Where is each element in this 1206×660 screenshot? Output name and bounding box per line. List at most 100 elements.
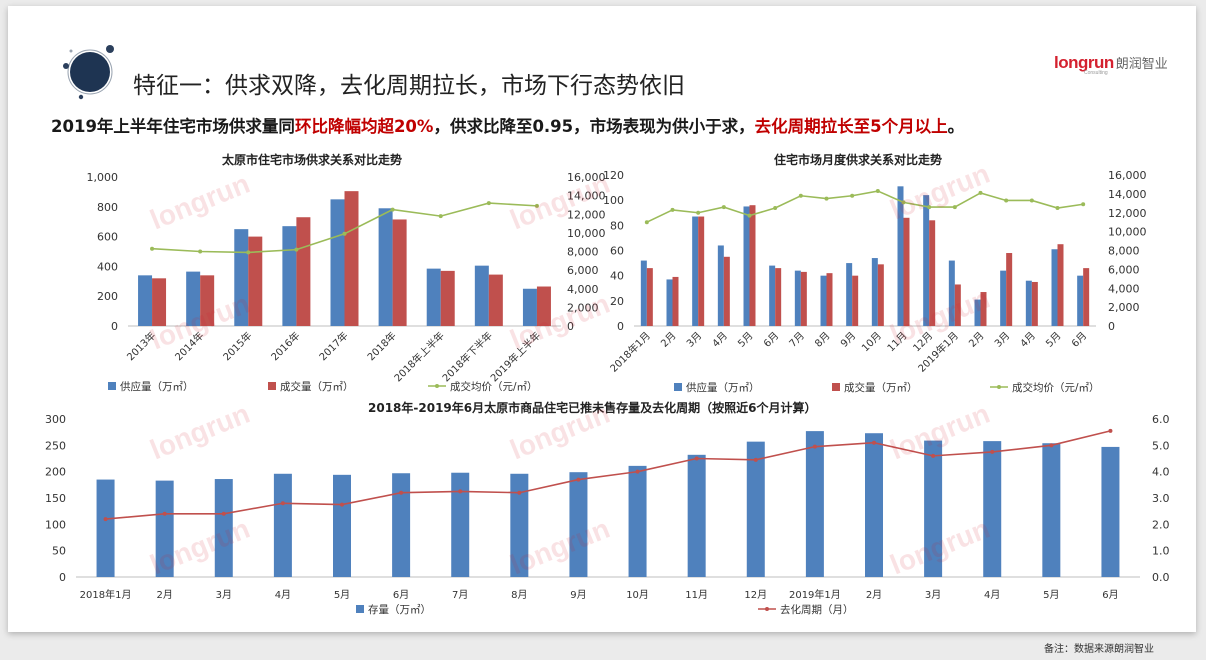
- chart2-bar-b: [1057, 244, 1064, 326]
- chart3-line-point: [517, 490, 522, 495]
- chart2-y-right-tick: 4,000: [1108, 282, 1140, 295]
- chart3-bar-a: [687, 454, 706, 577]
- chart3-bar-a: [805, 431, 824, 577]
- chart2-line-point: [696, 210, 701, 215]
- chart2-y-right-tick: 14,000: [1108, 188, 1147, 201]
- chart1-legend-line-marker: [435, 384, 439, 388]
- chart1-y-left-tick: 0: [111, 320, 118, 333]
- summary-highlight-2: 去化周期拉长至5个月以上: [754, 117, 948, 136]
- chart2-x-tick: 6月: [1069, 330, 1089, 350]
- chart3-bar-a: [214, 479, 233, 577]
- summary-part-1: 2019年上半年住宅市场供求量同: [51, 117, 295, 136]
- chart3-y-left-tick: 0: [59, 571, 66, 584]
- chart2-x-tick: 3月: [684, 330, 704, 350]
- chart2-bar-b: [775, 268, 782, 326]
- chart2-bar-b: [903, 217, 910, 326]
- chart3-x-tick: 2月: [156, 589, 172, 601]
- chart1-x-tick: 2018年下半年: [439, 329, 494, 384]
- chart2-line-point: [927, 205, 932, 210]
- chart2-bar-b: [646, 268, 653, 326]
- chart2-y-left-tick: 20: [610, 295, 624, 308]
- chart3-bar-a: [273, 473, 292, 577]
- chart1-line-point: [342, 231, 347, 236]
- chart1-x-tick: 2018年: [364, 329, 398, 363]
- chart2-y-left-tick: 60: [610, 245, 624, 258]
- chart2-x-tick: 2月: [967, 330, 987, 350]
- chart3-line-point: [162, 511, 167, 516]
- chart1-title: 太原市住宅市场供求关系对比走势: [222, 153, 403, 167]
- chart2-bar-a: [794, 270, 801, 326]
- chart1-bar-b: [248, 236, 263, 326]
- chart2-x-tick: 2018年1月: [607, 329, 653, 375]
- chart1-line-point: [150, 246, 155, 251]
- chart2-x-tick: 2月: [659, 330, 679, 350]
- chart3-bar-a: [1042, 443, 1061, 577]
- chart1-y-left-tick: 400: [97, 260, 118, 273]
- chart2-y-right-tick: 10,000: [1108, 226, 1147, 239]
- chart1-bar-a: [186, 271, 201, 326]
- chart2-y-right-tick: 12,000: [1108, 207, 1147, 220]
- chart1-legend-swatch: [268, 382, 276, 390]
- page-title: 特征一：供求双降，去化周期拉长，市场下行态势依旧: [133, 73, 685, 99]
- chart3-y-right-tick: 0.0: [1152, 571, 1170, 584]
- title-bubbles-icon: [63, 45, 114, 100]
- chart3-x-tick: 6月: [1102, 589, 1118, 601]
- chart2-x-tick: 12月: [911, 330, 936, 355]
- chart3-x-tick: 2019年1月: [789, 588, 841, 601]
- chart2-bar-a: [820, 275, 827, 326]
- chart2-line-point: [875, 189, 880, 194]
- chart1-y-left-tick: 200: [97, 290, 118, 303]
- chart3-y-right-tick: 6.0: [1152, 413, 1170, 426]
- chart1-line-point: [486, 201, 491, 206]
- chart3-x-tick: 4月: [275, 589, 291, 601]
- chart1-x-tick: 2019年上半年: [488, 329, 543, 384]
- chart2-bar-b: [1031, 281, 1038, 326]
- chart2-line-point: [1055, 206, 1060, 211]
- chart3-line-point: [872, 440, 876, 445]
- chart3-x-tick: 3月: [925, 589, 941, 601]
- chart1-line-point: [246, 250, 251, 255]
- chart1-line-point: [294, 247, 299, 252]
- chart1-y-right-tick: 4,000: [567, 283, 599, 296]
- chart1-line-point: [534, 203, 539, 208]
- logo-subtext: Consulting: [1084, 70, 1108, 76]
- chart2-bar-b: [826, 273, 833, 326]
- chart1-line-point: [390, 207, 395, 212]
- chart3-line-point: [280, 501, 285, 506]
- chart1-bar-a: [378, 208, 393, 326]
- chart2-title: 住宅市场月度供求关系对比走势: [774, 153, 943, 167]
- chart3-line-point: [635, 469, 640, 474]
- chart2-y-left-tick: 40: [610, 270, 624, 283]
- chart3-y-left-tick: 200: [45, 466, 66, 479]
- chart2-line-point: [773, 206, 778, 211]
- chart1-x-tick: 2017年: [316, 329, 350, 363]
- chart2-bar-b: [1083, 268, 1090, 326]
- chart3-line-point: [458, 489, 463, 494]
- chart2-bar-b: [1006, 253, 1013, 326]
- chart3-x-tick: 2月: [866, 589, 882, 601]
- chart2-line-point: [747, 213, 752, 218]
- chart1-y-right-tick: 0: [567, 320, 574, 333]
- chart2-bar-a: [717, 245, 724, 326]
- chart3-y-left-tick: 300: [45, 413, 66, 426]
- chart3-bar-a: [510, 473, 529, 577]
- chart2-x-tick: 6月: [761, 330, 781, 350]
- chart3-legend-swatch: [356, 605, 364, 613]
- chart1-y-right-tick: 12,000: [567, 208, 606, 221]
- chart1-bar-b: [440, 270, 455, 326]
- chart3-bar-a: [392, 473, 411, 577]
- chart2-bar-b: [800, 271, 807, 326]
- chart2-line-point: [1029, 198, 1034, 203]
- chart2-bar-a: [640, 260, 647, 326]
- chart1-bar-b: [344, 191, 359, 326]
- chart3-x-tick: 6月: [393, 589, 409, 601]
- chart3-x-tick: 5月: [1043, 589, 1059, 601]
- chart3-x-tick: 4月: [984, 589, 1000, 601]
- chart2-legend-swatch: [832, 383, 840, 391]
- chart2-line-point: [1004, 198, 1009, 203]
- chart2-bar-a: [974, 299, 981, 326]
- chart1-y-right-tick: 10,000: [567, 227, 606, 240]
- chart2-y-right-tick: 8,000: [1108, 245, 1140, 258]
- chart2-bar-a: [1000, 270, 1007, 326]
- chart2-x-tick: 5月: [1044, 330, 1064, 350]
